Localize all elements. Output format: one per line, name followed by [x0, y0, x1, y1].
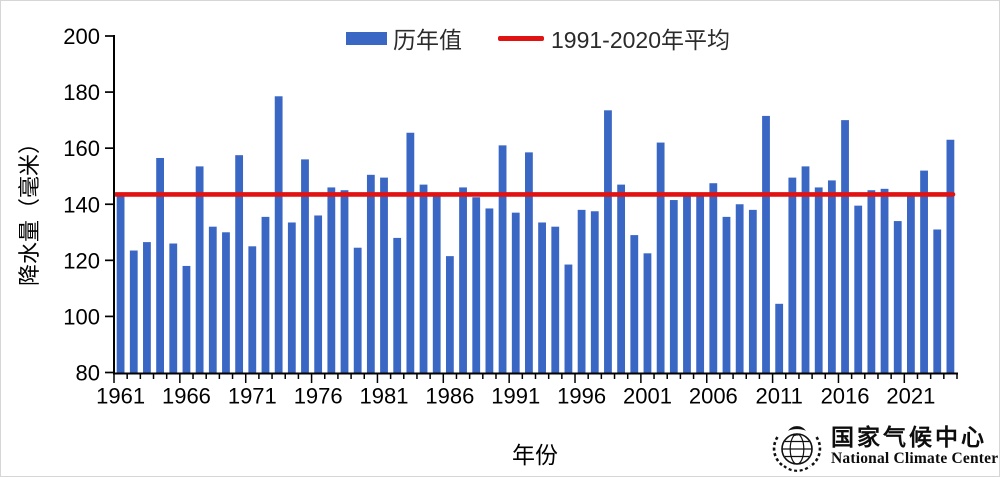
bar-1964: [156, 157, 164, 373]
bar-1970: [235, 155, 244, 373]
x-tick-label-2011: 2011: [756, 384, 803, 409]
bar-1973: [274, 96, 283, 373]
ncc-emblem-icon: [772, 426, 822, 472]
bar-1987: [459, 187, 467, 373]
bar-1982: [393, 237, 402, 373]
bar-2021: [907, 194, 915, 373]
bar-1961: [116, 194, 125, 373]
legend-average-label: 1991-2020年平均: [551, 27, 730, 53]
bar-1979: [353, 247, 362, 373]
x-tick-label-2001: 2001: [623, 384, 672, 409]
bar-1985: [432, 194, 441, 373]
y-tick-label-140: 140: [63, 192, 100, 217]
y-tick-label-100: 100: [63, 304, 100, 329]
bar-1995: [564, 264, 573, 373]
bar-2003: [669, 200, 678, 373]
y-tick-label-200: 200: [63, 24, 100, 49]
ncc-name-cn: 国家气候中心: [831, 424, 987, 450]
bar-1978: [340, 190, 349, 373]
bar-2002: [656, 142, 665, 373]
x-tick-label-1976: 1976: [294, 384, 343, 409]
ncc-name-en: National Climate Center: [831, 449, 999, 467]
x-axis-title: 年份: [512, 442, 558, 468]
legend-average-line-swatch: [498, 35, 544, 41]
bar-1998: [604, 110, 612, 373]
x-tick-label-1961: 1961: [96, 384, 145, 409]
bar-2001: [643, 253, 652, 373]
bar-1990: [498, 145, 507, 373]
bar-2000: [630, 235, 639, 373]
legend-bar-swatch: [346, 31, 387, 45]
bar-2011: [775, 303, 784, 373]
bar-1974: [287, 222, 296, 373]
x-tick-label-1991: 1991: [491, 384, 540, 409]
x-tick-label-1986: 1986: [425, 384, 474, 409]
bar-1984: [419, 184, 428, 373]
bar-1975: [301, 159, 309, 373]
bar-2016: [841, 120, 849, 373]
bar-1989: [485, 208, 494, 373]
bar-2007: [722, 216, 731, 373]
bar-1976: [314, 215, 323, 373]
bar-1997: [590, 211, 599, 373]
bar-1965: [169, 243, 178, 373]
legend: 历年值 1991-2020年平均: [346, 25, 730, 53]
bar-2012: [788, 177, 797, 373]
bar-2023: [933, 229, 942, 373]
y-tick-label-80: 80: [76, 361, 100, 386]
x-tick-label-2021: 2021: [886, 384, 935, 409]
bar-2018: [867, 190, 876, 373]
x-tick-label-1971: 1971: [228, 384, 277, 409]
bar-1992: [525, 152, 533, 373]
x-tick-label-1996: 1996: [557, 384, 606, 409]
bar-2019: [880, 188, 889, 373]
bar-1988: [472, 197, 481, 373]
bar-2013: [801, 166, 810, 373]
y-axis-title: 降水量（毫米）: [17, 131, 42, 287]
x-tick-label-2016: 2016: [821, 384, 870, 409]
bar-2022: [920, 170, 928, 373]
bar-1994: [551, 226, 560, 373]
bar-2015: [827, 180, 836, 373]
bar-2010: [762, 115, 770, 373]
bar-2017: [854, 205, 863, 373]
bar-1999: [617, 184, 626, 373]
legend-series-label: 历年值: [393, 27, 462, 53]
bar-2009: [748, 209, 757, 373]
bar-2020: [893, 221, 902, 373]
y-tick-label-180: 180: [63, 80, 100, 105]
bar-1986: [445, 256, 454, 373]
bar-1967: [195, 166, 204, 373]
ncc-logo-text: 国家气候中心 National Climate Center: [831, 424, 999, 467]
bar-1977: [327, 187, 336, 373]
y-tick-label-120: 120: [63, 248, 100, 273]
bar-2006: [709, 183, 718, 373]
bar-1962: [129, 250, 138, 373]
bar-1966: [182, 265, 191, 373]
bar-1963: [143, 242, 151, 373]
y-tick-label-160: 160: [63, 136, 100, 161]
x-tick-label-2006: 2006: [689, 384, 738, 409]
bar-1980: [366, 174, 375, 373]
bar-1971: [248, 246, 257, 373]
bar-1996: [577, 209, 586, 373]
x-tick-label-1966: 1966: [162, 384, 211, 409]
bar-2024: [946, 139, 955, 373]
bar-2008: [735, 204, 744, 373]
bar-1969: [222, 232, 230, 373]
x-tick-label-1981: 1981: [360, 384, 409, 409]
bar-1991: [511, 212, 520, 373]
bar-1972: [261, 216, 270, 373]
bar-1968: [208, 226, 217, 373]
bar-2014: [814, 187, 823, 373]
bar-2005: [696, 194, 705, 373]
ncc-logo: 国家气候中心 National Climate Center: [771, 420, 998, 472]
bar-2004: [683, 194, 691, 373]
bar-1983: [406, 132, 415, 373]
bar-1993: [538, 222, 546, 373]
bar-1981: [380, 177, 388, 373]
